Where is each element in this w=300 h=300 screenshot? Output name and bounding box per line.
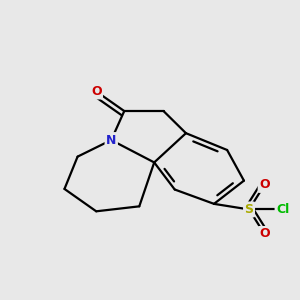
Text: S: S <box>244 203 253 216</box>
Text: Cl: Cl <box>276 203 289 216</box>
Text: O: O <box>259 227 270 241</box>
Text: O: O <box>91 85 101 98</box>
Text: N: N <box>106 134 116 147</box>
Text: O: O <box>259 178 270 191</box>
